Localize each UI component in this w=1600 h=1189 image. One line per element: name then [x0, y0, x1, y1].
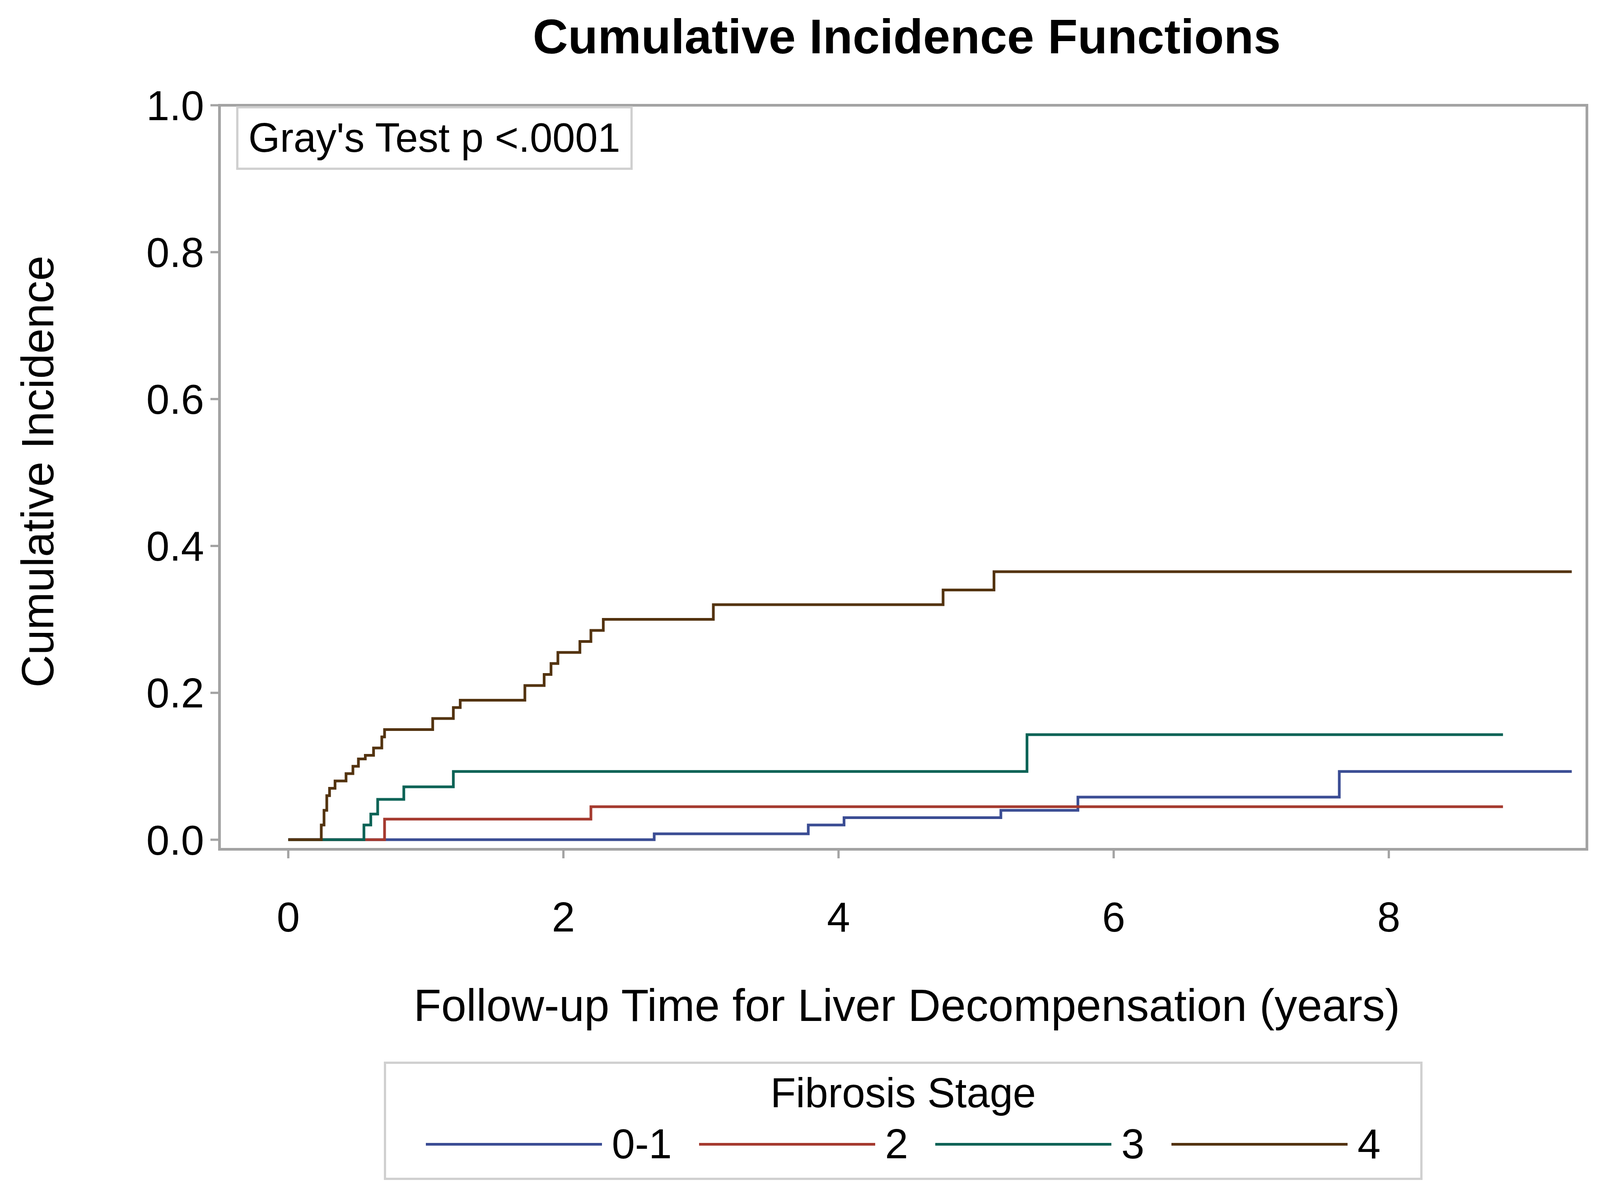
svg-text:0.6: 0.6	[146, 376, 205, 423]
svg-text:0.2: 0.2	[146, 669, 205, 716]
svg-text:0.4: 0.4	[146, 522, 205, 570]
svg-text:2: 2	[551, 893, 575, 940]
html-text:Gray's Test p <.0001: Gray's Test p <.0001	[248, 115, 621, 161]
html-text:4: 4	[1357, 1120, 1381, 1167]
html-text:3: 3	[1121, 1120, 1145, 1167]
svg-text:0.8: 0.8	[146, 229, 205, 276]
svg-text:8: 8	[1377, 893, 1401, 940]
svg-text:4: 4	[826, 893, 850, 940]
svg-text:1.0: 1.0	[146, 82, 205, 129]
svg-text:0: 0	[276, 893, 300, 940]
html-text:2: 2	[884, 1120, 909, 1167]
html-text:Cumulative Incidence Functions: Cumulative Incidence Functions	[532, 9, 1281, 64]
html-text:Cumulative Incidence: Cumulative Incidence	[11, 255, 63, 688]
svg-text:6: 6	[1101, 893, 1125, 940]
svg-text:0.0: 0.0	[146, 816, 205, 863]
html-text:0-1: 0-1	[611, 1120, 672, 1167]
html-text:Fibrosis Stage: Fibrosis Stage	[770, 1069, 1036, 1116]
html-text:Follow-up Time for Liver Decom: Follow-up Time for Liver Decompensation …	[413, 979, 1400, 1031]
